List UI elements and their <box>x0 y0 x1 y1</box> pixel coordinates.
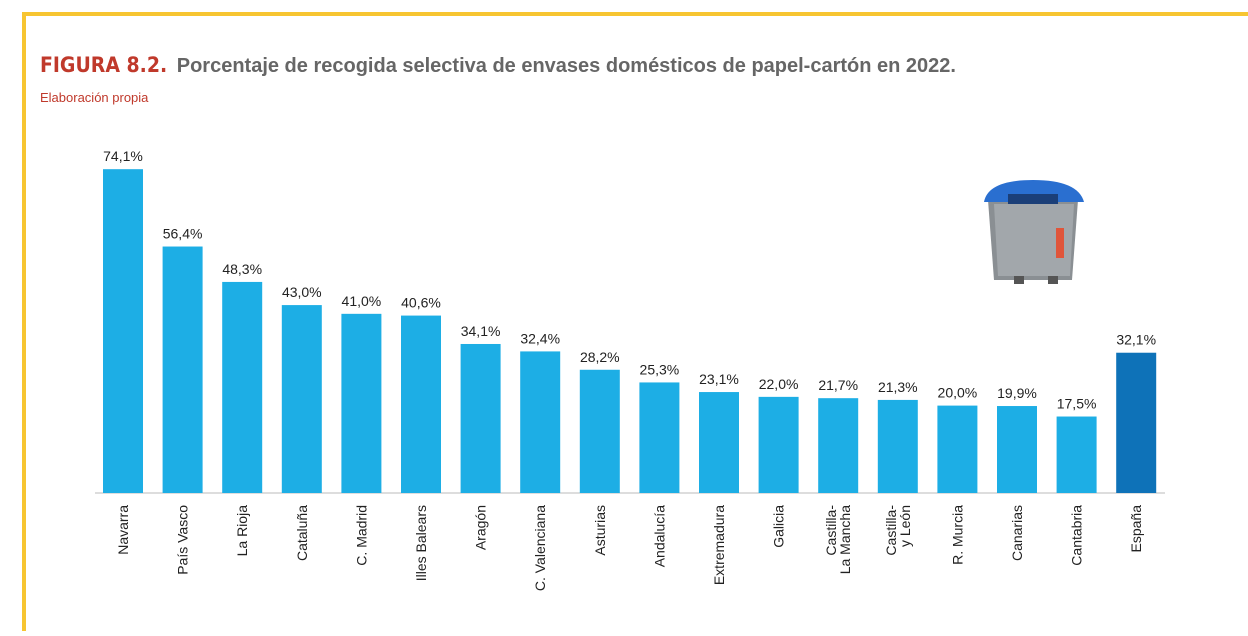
x-tick-label: País Vasco <box>175 505 191 575</box>
x-label-group: Castilla-y León <box>883 505 913 556</box>
value-label: 43,0% <box>282 284 322 300</box>
bar <box>580 370 620 493</box>
x-label-group: Canarias <box>1009 505 1025 561</box>
value-label: 25,3% <box>640 361 680 377</box>
x-tick-label: Castilla-La Mancha <box>823 505 853 575</box>
x-label-group: Castilla-La Mancha <box>823 505 853 575</box>
x-label-group: Andalucía <box>651 505 667 567</box>
bar <box>818 398 858 493</box>
x-tick-label: España <box>1128 505 1144 553</box>
bar <box>282 305 322 493</box>
figure-label: FIGURA 8.2. <box>40 53 167 77</box>
bar <box>341 314 381 493</box>
bar <box>639 382 679 493</box>
x-label-group: C. Madrid <box>353 505 369 566</box>
x-tick-label: Cataluña <box>294 505 310 561</box>
x-tick-label: C. Valenciana <box>532 505 548 591</box>
value-label: 74,1% <box>103 148 143 164</box>
x-tick-label: Extremadura <box>711 505 727 585</box>
page: FIGURA 8.2. Porcentaje de recogida selec… <box>0 0 1248 636</box>
x-label-group: La Rioja <box>234 505 250 557</box>
bar <box>1116 353 1156 493</box>
x-label-group: Asturias <box>592 505 608 556</box>
x-label-group: España <box>1128 505 1144 553</box>
x-tick-label: La Rioja <box>234 505 250 557</box>
x-tick-label: C. Madrid <box>353 505 369 566</box>
x-tick-label: Aragón <box>473 505 489 550</box>
bar <box>461 344 501 493</box>
x-tick-label: Andalucía <box>651 505 667 567</box>
value-label: 40,6% <box>401 295 441 311</box>
value-label: 23,1% <box>699 371 739 387</box>
value-label: 32,4% <box>520 330 560 346</box>
x-tick-label: Illes Balears <box>413 505 429 581</box>
x-label-group: Aragón <box>473 505 489 550</box>
x-label-group: R. Murcia <box>949 505 965 565</box>
frame-left <box>22 12 26 631</box>
x-label-group: Extremadura <box>711 505 727 585</box>
x-label-group: Galicia <box>771 505 787 548</box>
x-tick-label: Canarias <box>1009 505 1025 561</box>
x-label-group: Navarra <box>115 505 131 555</box>
x-label-group: País Vasco <box>175 505 191 575</box>
x-tick-label: Cantabria <box>1069 505 1085 566</box>
value-label: 20,0% <box>938 385 978 401</box>
value-label: 48,3% <box>222 261 262 277</box>
frame-top <box>22 12 1248 16</box>
bar <box>878 400 918 493</box>
value-label: 56,4% <box>163 226 203 242</box>
value-label: 19,9% <box>997 385 1037 401</box>
x-label-group: C. Valenciana <box>532 505 548 591</box>
value-label: 21,7% <box>818 377 858 393</box>
subtitle: Elaboración propia <box>40 90 149 105</box>
bar <box>997 406 1037 493</box>
x-tick-label: Castilla-y León <box>883 505 913 556</box>
bar <box>222 282 262 493</box>
value-label: 17,5% <box>1057 396 1097 412</box>
value-label: 21,3% <box>878 379 918 395</box>
value-label: 28,2% <box>580 349 620 365</box>
x-label-group: Illes Balears <box>413 505 429 581</box>
x-tick-label: R. Murcia <box>949 505 965 565</box>
chart: FIGURA 8.2. Porcentaje de recogida selec… <box>0 0 1248 631</box>
x-tick-label: Navarra <box>115 505 131 555</box>
bar <box>401 316 441 493</box>
bar <box>759 397 799 493</box>
x-tick-label: Asturias <box>592 505 608 556</box>
value-label: 22,0% <box>759 376 799 392</box>
bar <box>163 247 203 493</box>
bar <box>1057 417 1097 493</box>
x-tick-label: Galicia <box>771 505 787 548</box>
bar <box>103 169 143 493</box>
value-label: 41,0% <box>342 293 382 309</box>
bar <box>699 392 739 493</box>
chart-title: FIGURA 8.2. Porcentaje de recogida selec… <box>40 53 956 77</box>
x-label-group: Cantabria <box>1069 505 1085 566</box>
value-label: 32,1% <box>1116 332 1156 348</box>
container-icon <box>984 180 1084 284</box>
title-text: Porcentaje de recogida selectiva de enva… <box>177 55 956 77</box>
bar <box>937 406 977 493</box>
x-label-group: Cataluña <box>294 505 310 561</box>
value-label: 34,1% <box>461 323 501 339</box>
bar <box>520 351 560 493</box>
